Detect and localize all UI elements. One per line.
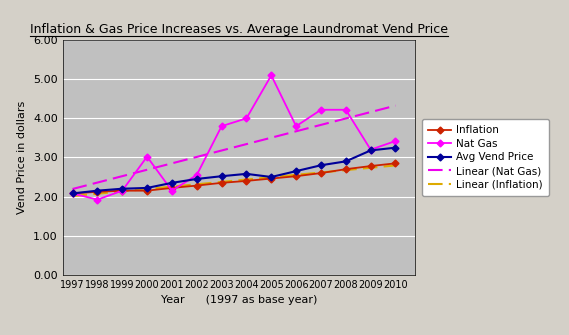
Linear (Inflation) (367, 166, 374, 170)
Linear (Inflation) (243, 178, 250, 182)
Linear (Inflation) (392, 163, 399, 168)
Line: Inflation: Inflation (70, 161, 398, 196)
Inflation (69, 191, 76, 195)
Y-axis label: Vend Price in dollars: Vend Price in dollars (18, 101, 27, 214)
Nat Gas (218, 124, 225, 128)
Linear (Inflation) (343, 168, 349, 172)
Inflation (218, 181, 225, 185)
Linear (Inflation) (292, 173, 299, 177)
Line: Nat Gas: Nat Gas (70, 73, 398, 202)
Inflation (193, 184, 200, 188)
Linear (Nat Gas) (69, 187, 76, 191)
Linear (Nat Gas) (119, 174, 126, 178)
Title: Inflation & Gas Price Increases vs. Average Laundromat Vend Price: Inflation & Gas Price Increases vs. Aver… (30, 23, 448, 36)
Avg Vend Price (218, 174, 225, 178)
Inflation (318, 171, 324, 175)
Nat Gas (268, 73, 275, 77)
Inflation (268, 177, 275, 181)
Avg Vend Price (94, 189, 101, 193)
Avg Vend Price (193, 177, 200, 181)
Linear (Nat Gas) (218, 148, 225, 152)
Nat Gas (367, 148, 374, 152)
Inflation (392, 161, 399, 165)
Nat Gas (69, 191, 76, 195)
Linear (Inflation) (268, 175, 275, 179)
Linear (Inflation) (94, 192, 101, 196)
Nat Gas (318, 108, 324, 112)
Linear (Inflation) (168, 185, 175, 189)
Inflation (119, 189, 126, 193)
X-axis label: Year      (1997 as base year): Year (1997 as base year) (161, 295, 317, 305)
Linear (Inflation) (143, 187, 150, 191)
Linear (Nat Gas) (367, 110, 374, 114)
Linear (Inflation) (119, 189, 126, 193)
Inflation (94, 190, 101, 194)
Linear (Nat Gas) (193, 155, 200, 159)
Avg Vend Price (392, 146, 399, 150)
Avg Vend Price (318, 163, 324, 167)
Linear (Nat Gas) (168, 161, 175, 165)
Nat Gas (392, 139, 399, 143)
Avg Vend Price (143, 186, 150, 190)
Avg Vend Price (119, 187, 126, 191)
Nat Gas (243, 116, 250, 120)
Linear (Nat Gas) (143, 168, 150, 172)
Linear (Nat Gas) (292, 129, 299, 133)
Line: Linear (Nat Gas): Linear (Nat Gas) (72, 106, 395, 189)
Linear (Inflation) (69, 194, 76, 198)
Linear (Nat Gas) (318, 123, 324, 127)
Linear (Nat Gas) (268, 136, 275, 140)
Avg Vend Price (268, 175, 275, 179)
Avg Vend Price (367, 148, 374, 152)
Nat Gas (193, 173, 200, 177)
Linear (Nat Gas) (94, 181, 101, 185)
Linear (Inflation) (318, 171, 324, 175)
Legend: Inflation, Nat Gas, Avg Vend Price, Linear (Nat Gas), Linear (Inflation): Inflation, Nat Gas, Avg Vend Price, Line… (422, 119, 549, 196)
Line: Avg Vend Price: Avg Vend Price (70, 145, 398, 196)
Avg Vend Price (292, 169, 299, 173)
Inflation (292, 174, 299, 178)
Linear (Inflation) (193, 182, 200, 186)
Linear (Nat Gas) (243, 142, 250, 146)
Inflation (243, 179, 250, 183)
Inflation (143, 189, 150, 193)
Nat Gas (119, 189, 126, 193)
Nat Gas (94, 198, 101, 202)
Linear (Inflation) (218, 180, 225, 184)
Line: Linear (Inflation): Linear (Inflation) (72, 165, 395, 196)
Inflation (168, 186, 175, 190)
Avg Vend Price (343, 159, 349, 163)
Avg Vend Price (168, 181, 175, 185)
Nat Gas (292, 124, 299, 128)
Linear (Nat Gas) (392, 104, 399, 108)
Inflation (343, 167, 349, 171)
Nat Gas (168, 189, 175, 193)
Linear (Nat Gas) (343, 117, 349, 121)
Avg Vend Price (69, 191, 76, 195)
Nat Gas (143, 155, 150, 159)
Inflation (367, 164, 374, 168)
Nat Gas (343, 108, 349, 112)
Avg Vend Price (243, 172, 250, 176)
